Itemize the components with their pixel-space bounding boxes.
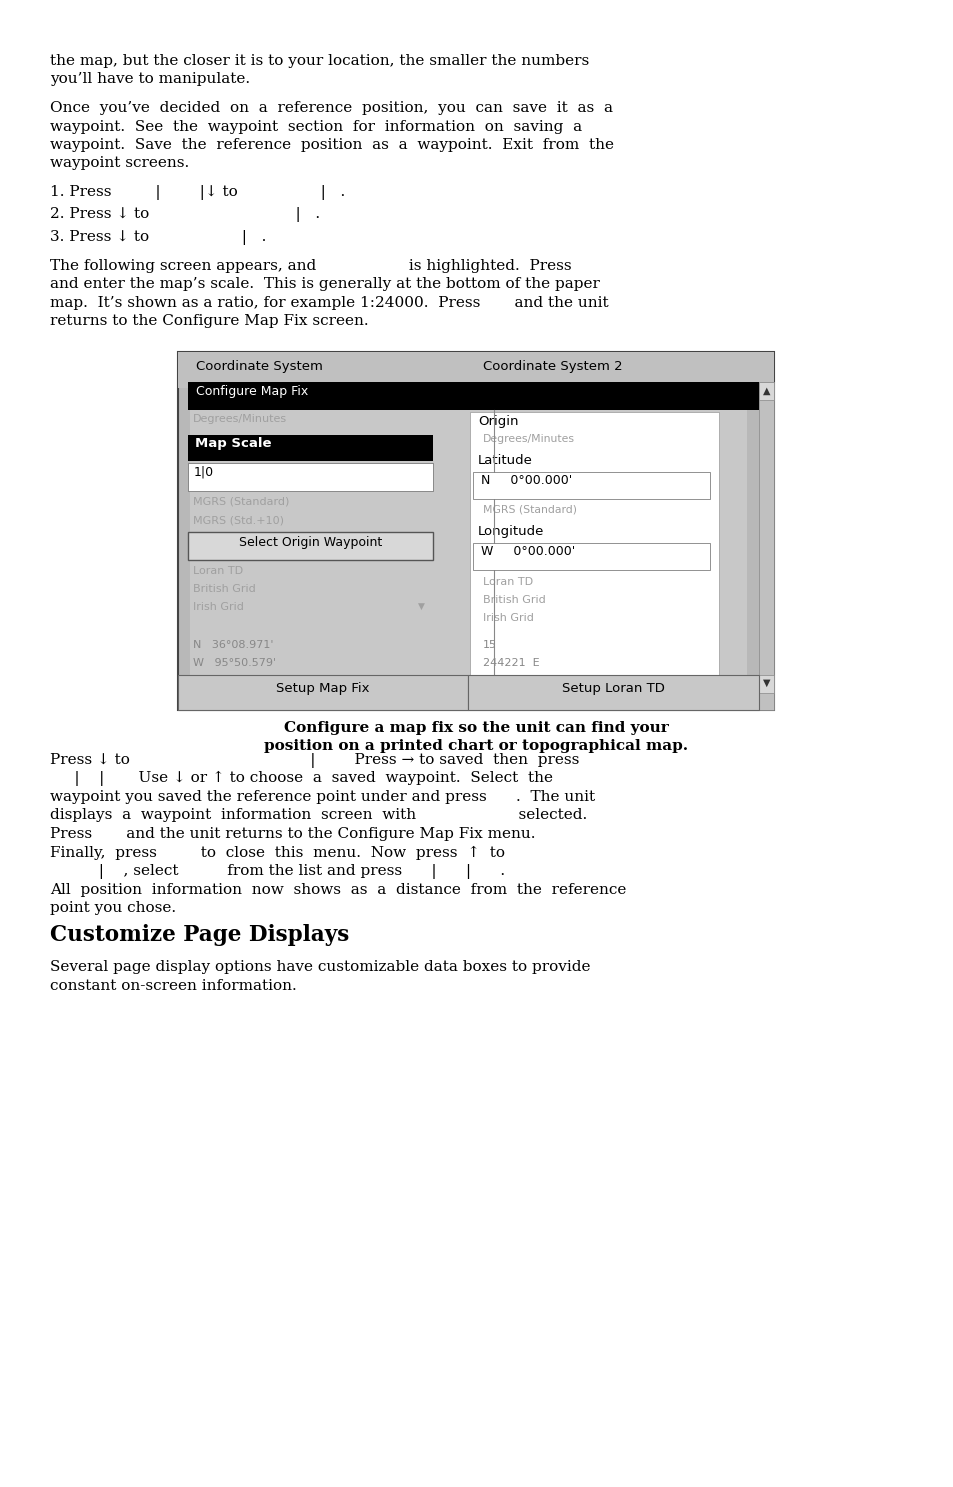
Text: 1. Press         |        |↓ to                 |   .: 1. Press | |↓ to | . bbox=[50, 184, 345, 199]
Bar bbox=[470, 412, 719, 708]
Text: |    |       Use ↓ or ↑ to choose  a  saved  waypoint.  Select  the: | | Use ↓ or ↑ to choose a saved waypoin… bbox=[50, 772, 553, 787]
Text: Setup Loran TD: Setup Loran TD bbox=[561, 681, 664, 694]
Text: W   95°50.579': W 95°50.579' bbox=[193, 657, 275, 668]
Bar bbox=[178, 351, 773, 388]
Text: MGRS (Standard): MGRS (Standard) bbox=[482, 504, 577, 515]
Text: Irish Grid: Irish Grid bbox=[193, 602, 244, 611]
Bar bbox=[178, 351, 773, 709]
Text: The following screen appears, and                   is highlighted.  Press: The following screen appears, and is hig… bbox=[50, 259, 571, 272]
Text: position on a printed chart or topographical map.: position on a printed chart or topograph… bbox=[264, 739, 687, 752]
Text: N   36°08.971': N 36°08.971' bbox=[193, 639, 274, 650]
Text: you’ll have to manipulate.: you’ll have to manipulate. bbox=[50, 73, 250, 86]
Text: Map Scale: Map Scale bbox=[194, 437, 272, 449]
Text: 15: 15 bbox=[482, 639, 497, 650]
Bar bbox=[188, 434, 433, 461]
Text: Setup Map Fix: Setup Map Fix bbox=[276, 681, 370, 694]
Text: Origin: Origin bbox=[477, 415, 518, 427]
Text: Coordinate System: Coordinate System bbox=[195, 360, 322, 373]
Text: ▲: ▲ bbox=[762, 385, 769, 396]
Text: |    , select          from the list and press      |      |      .: | , select from the list and press | | . bbox=[50, 864, 504, 879]
Text: 2. Press ↓ to                              |   .: 2. Press ↓ to | . bbox=[50, 208, 320, 223]
Bar bbox=[473, 543, 709, 570]
Text: MGRS (Std.+10): MGRS (Std.+10) bbox=[193, 516, 284, 525]
Text: Configure Map Fix: Configure Map Fix bbox=[195, 385, 308, 397]
Bar bbox=[188, 531, 433, 559]
Text: 1|0: 1|0 bbox=[193, 465, 213, 479]
Bar bbox=[188, 462, 433, 491]
Bar bbox=[759, 675, 773, 693]
Text: Select Origin Waypoint: Select Origin Waypoint bbox=[238, 535, 382, 549]
Text: constant on-screen information.: constant on-screen information. bbox=[50, 978, 296, 992]
Bar bbox=[759, 382, 773, 400]
Text: Coordinate System 2: Coordinate System 2 bbox=[482, 360, 622, 373]
Bar bbox=[468, 675, 759, 709]
Text: and enter the map’s scale.  This is generally at the bottom of the paper: and enter the map’s scale. This is gener… bbox=[50, 277, 599, 291]
Text: 3. Press ↓ to                   |   .: 3. Press ↓ to | . bbox=[50, 230, 266, 245]
Text: Press       and the unit returns to the Configure Map Fix menu.: Press and the unit returns to the Config… bbox=[50, 827, 535, 842]
Text: waypoint you saved the reference point under and press      .  The unit: waypoint you saved the reference point u… bbox=[50, 790, 595, 804]
Bar bbox=[759, 382, 773, 709]
Bar bbox=[190, 363, 746, 675]
Text: Finally,  press         to  close  this  menu.  Now  press  ↑  to: Finally, press to close this menu. Now p… bbox=[50, 845, 504, 859]
Text: waypoint.  See  the  waypoint  section  for  information  on  saving  a: waypoint. See the waypoint section for i… bbox=[50, 119, 581, 134]
Text: N     0°00.000': N 0°00.000' bbox=[480, 473, 572, 486]
Text: 4004277  N: 4004277 N bbox=[482, 675, 547, 686]
Text: 244221  E: 244221 E bbox=[482, 657, 539, 668]
Text: the map, but the closer it is to your location, the smaller the numbers: the map, but the closer it is to your lo… bbox=[50, 54, 589, 68]
Text: map.  It’s shown as a ratio, for example 1:24000.  Press       and the unit: map. It’s shown as a ratio, for example … bbox=[50, 296, 608, 309]
Text: Latitude: Latitude bbox=[477, 454, 533, 467]
Text: Once  you’ve  decided  on  a  reference  position,  you  can  save  it  as  a: Once you’ve decided on a reference posit… bbox=[50, 101, 613, 114]
Text: Loran TD: Loran TD bbox=[193, 565, 243, 575]
Text: All  position  information  now  shows  as  a  distance  from  the  reference: All position information now shows as a … bbox=[50, 882, 626, 897]
Text: Degrees/Minutes: Degrees/Minutes bbox=[482, 434, 575, 443]
Bar bbox=[178, 675, 468, 709]
Text: Press ↓ to                                     |        Press → to saved  then  : Press ↓ to | Press → to saved then bbox=[50, 752, 578, 767]
Text: Customize Page Displays: Customize Page Displays bbox=[50, 923, 349, 946]
Text: ▼: ▼ bbox=[762, 678, 769, 687]
Text: British Grid: British Grid bbox=[193, 583, 255, 593]
Text: W     0°00.000': W 0°00.000' bbox=[480, 544, 575, 558]
Text: Configure a map fix so the unit can find your: Configure a map fix so the unit can find… bbox=[283, 721, 668, 735]
Text: ▼: ▼ bbox=[417, 602, 424, 611]
Bar bbox=[188, 382, 759, 409]
Text: waypoint screens.: waypoint screens. bbox=[50, 156, 189, 171]
Text: Irish Grid: Irish Grid bbox=[482, 613, 534, 623]
Text: waypoint.  Save  the  reference  position  as  a  waypoint.  Exit  from  the: waypoint. Save the reference position as… bbox=[50, 138, 614, 152]
Text: Degrees/Minutes: Degrees/Minutes bbox=[193, 413, 287, 424]
Text: point you chose.: point you chose. bbox=[50, 901, 176, 915]
Bar bbox=[473, 471, 709, 498]
Text: Several page display options have customizable data boxes to provide: Several page display options have custom… bbox=[50, 961, 590, 974]
Text: MGRS (Standard): MGRS (Standard) bbox=[193, 497, 289, 507]
Text: Loran TD: Loran TD bbox=[482, 577, 533, 586]
Text: returns to the Configure Map Fix screen.: returns to the Configure Map Fix screen. bbox=[50, 314, 368, 329]
Text: Longitude: Longitude bbox=[477, 525, 544, 537]
Text: British Grid: British Grid bbox=[482, 595, 545, 605]
Text: displays  a  waypoint  information  screen  with                     selected.: displays a waypoint information screen w… bbox=[50, 809, 587, 822]
